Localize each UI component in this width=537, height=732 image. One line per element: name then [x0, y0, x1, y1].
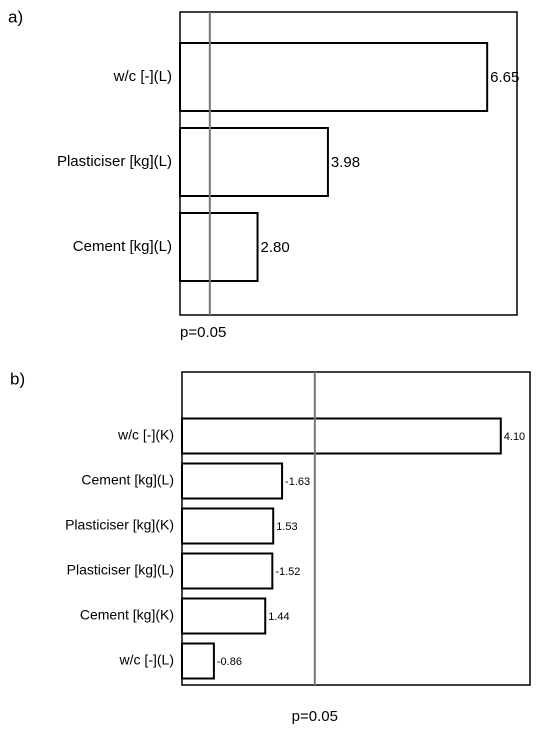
panel-label: b)	[10, 369, 25, 388]
category-label: Plasticiser [kg](L)	[67, 562, 174, 578]
bar	[181, 597, 267, 635]
value-label: 3.98	[331, 154, 360, 171]
reference-label: p=0.05	[292, 708, 338, 725]
panel-label: a)	[8, 7, 23, 26]
bar	[179, 127, 329, 197]
reference-label: p=0.05	[180, 324, 226, 341]
category-label: w/c [-](L)	[113, 68, 172, 85]
category-label: Plasticiser [kg](K)	[65, 517, 174, 533]
bar	[181, 507, 275, 545]
value-label: 4.10	[504, 431, 525, 443]
bar	[181, 462, 284, 500]
bar	[181, 642, 215, 680]
category-label: Plasticiser [kg](L)	[57, 153, 172, 170]
bar	[181, 417, 502, 455]
value-label: 6.65	[490, 69, 519, 86]
bar	[181, 552, 274, 590]
category-label: Cement [kg](K)	[80, 607, 174, 623]
category-label: w/c [-](L)	[119, 652, 174, 668]
bar	[179, 42, 489, 112]
category-label: w/c [-](K)	[117, 427, 174, 443]
value-label: -1.52	[275, 566, 300, 578]
value-label: 2.80	[261, 239, 290, 256]
category-label: Cement [kg](L)	[81, 472, 174, 488]
value-label: -1.63	[285, 476, 310, 488]
value-label: 1.53	[276, 521, 297, 533]
value-label: -0.86	[217, 656, 242, 668]
value-label: 1.44	[268, 611, 289, 623]
bar	[179, 212, 259, 282]
category-label: Cement [kg](L)	[73, 238, 172, 255]
